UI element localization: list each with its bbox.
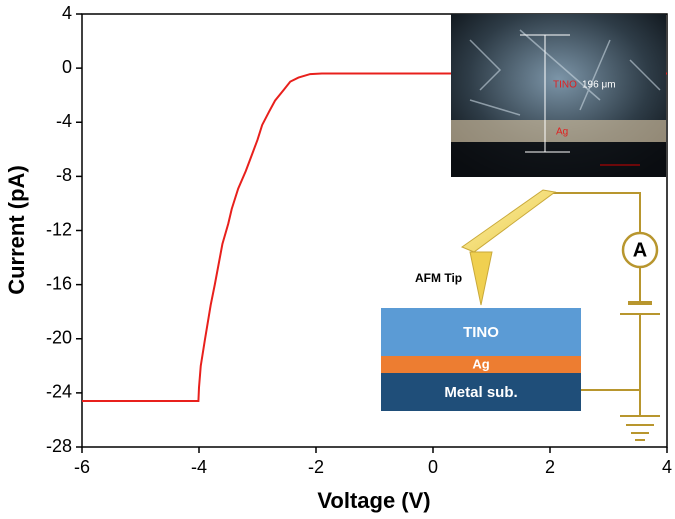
data-line <box>82 72 667 402</box>
layer-label: TINO <box>463 324 499 341</box>
y-tick-label: -24 <box>46 382 72 402</box>
y-tick-label: -12 <box>46 219 72 239</box>
y-tick-label: -16 <box>46 273 72 293</box>
photo-label: Ag <box>556 127 568 138</box>
x-tick-label: -4 <box>191 457 207 477</box>
y-tick-label: 0 <box>62 57 72 77</box>
y-tick-label: -28 <box>46 436 72 456</box>
y-tick-label: 4 <box>62 3 72 23</box>
schematic: A AFM Tip TINO Ag Metal sub. <box>381 189 660 441</box>
plot <box>82 72 667 402</box>
meter-label: A <box>633 239 647 261</box>
photo-label: 196 μm <box>582 80 616 91</box>
y-tick-label: -4 <box>56 111 72 131</box>
layer-label: Ag <box>472 356 489 371</box>
axes: -6 -4 -2 0 2 4-28-24-20-16-12-8-404 <box>46 3 672 477</box>
y-tick-label: -20 <box>46 328 72 348</box>
x-tick-label: 2 <box>545 457 555 477</box>
photo-label: TINO <box>553 80 577 91</box>
x-tick-label: -2 <box>308 457 324 477</box>
x-tick-label: -6 <box>74 457 90 477</box>
y-tick-label: -8 <box>56 165 72 185</box>
layer-label: Metal sub. <box>444 384 517 401</box>
tip-label: AFM Tip <box>415 271 462 285</box>
inset-photo: TINO 196 μm Ag <box>451 14 666 177</box>
x-axis-label: Voltage (V) <box>317 488 430 513</box>
x-tick-label: 0 <box>428 457 438 477</box>
x-tick-label: 4 <box>662 457 672 477</box>
y-axis-label: Current (pA) <box>4 165 29 295</box>
